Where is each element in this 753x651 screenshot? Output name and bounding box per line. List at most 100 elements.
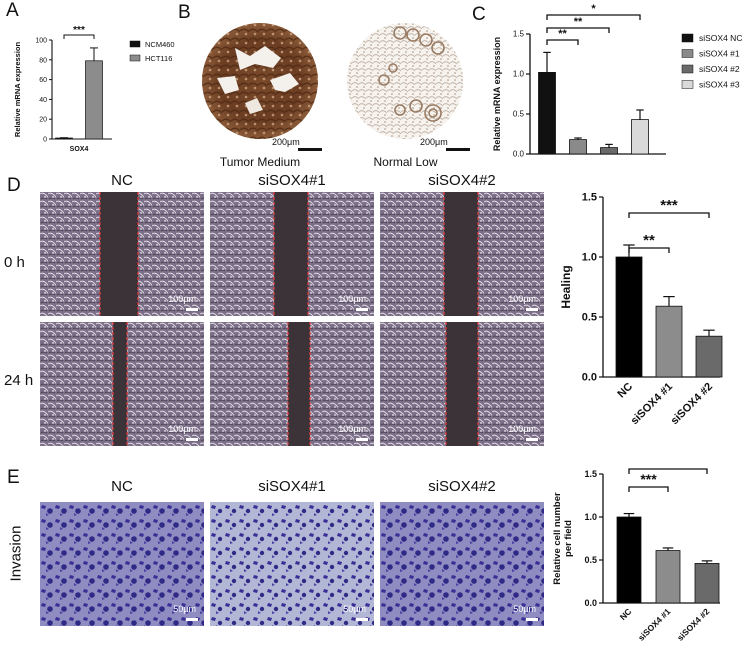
y-tick-label: 80 [39, 57, 47, 64]
scratch-24h-2-image [380, 322, 544, 446]
bar [631, 119, 649, 155]
significance-bracket [546, 14, 641, 20]
x-tick-label: siSOX4 #2 [675, 606, 712, 643]
significance-label: *** [73, 25, 85, 36]
significance-label: *** [640, 471, 657, 487]
legend-swatch [681, 64, 694, 74]
bar [694, 563, 720, 604]
bar [695, 335, 723, 378]
scratch-gap [288, 322, 310, 446]
scratch-row-24h: 24 h [4, 372, 34, 389]
legend-label: HCT116 [145, 54, 172, 63]
y-tick-label: 1.5 [582, 192, 597, 204]
chart-e: 0.0 0.5 1.0 1.5 Relative cell number per fiel… [552, 462, 720, 643]
invasion-header-sisox4-1: siSOX4#1 [258, 478, 326, 495]
bar [655, 550, 681, 604]
significance-bracket [628, 212, 710, 218]
invasion-0: 50μm [40, 502, 204, 626]
ihc-tumor-scale-label: 200μm [272, 137, 300, 147]
scale-bar [356, 308, 368, 311]
scale-label: 100μm [168, 294, 196, 304]
bar [600, 147, 618, 155]
invasion-0-image [40, 502, 204, 626]
panel-label-c: C [472, 4, 486, 25]
scratch-24h-1-image [210, 322, 374, 446]
y-tick-label: 1.5 [513, 30, 525, 39]
x-tick-label: siSOX4 #1 [636, 606, 673, 643]
ihc-normal-image [347, 23, 463, 139]
bar [616, 516, 642, 604]
x-tick-label: siSOX4 #2 [669, 381, 716, 428]
significance-bracket [628, 486, 669, 492]
y-tick-label: 1.0 [584, 512, 597, 522]
scratch-gap [113, 322, 127, 446]
scratch-gap [444, 192, 478, 316]
invasion-header-sisox4-2: siSOX4#2 [428, 478, 496, 495]
significance-label: ** [558, 28, 567, 40]
scale-label: 50μm [173, 604, 196, 614]
y-tick-label: 60 [39, 77, 47, 84]
significance-label: *** [660, 197, 678, 214]
significance-label: *** [660, 462, 677, 469]
scratch-header-sisox4-1: siSOX4#1 [258, 172, 326, 189]
ihc-tumor-image [202, 23, 318, 139]
scratch-0h-0-image [40, 192, 204, 316]
invasion-1: 50μm [210, 502, 374, 626]
y-axis-label: Relative mRNA expression [13, 42, 22, 138]
y-tick-label: 0 [43, 137, 47, 144]
legend-swatch [129, 40, 141, 48]
scratch-0h-2-image [380, 192, 544, 316]
panel-label-d: D [7, 175, 21, 196]
legend-label: siSOX4 #3 [699, 80, 740, 90]
chart-a: 0 20 40 60 80 100 Relative mRNA expression SOX4… [13, 25, 175, 153]
ihc-normal-scalebar [446, 148, 470, 151]
y-tick-label: 0.5 [513, 110, 525, 119]
y-axis-label: Relative cell number [552, 492, 563, 585]
scale-bar [526, 438, 538, 441]
scratch-gap [274, 192, 308, 316]
panel-label-e: E [7, 467, 20, 488]
scratch-row-0h: 0 h [4, 254, 25, 271]
legend-swatch [681, 49, 694, 58]
bar [615, 256, 643, 378]
scratch-24h-2: 100μm [380, 322, 544, 446]
invasion-2: 50μm [380, 502, 544, 626]
scale-label: 50μm [343, 604, 366, 614]
x-tick-label: NC [615, 381, 635, 401]
significance-label: ** [643, 232, 655, 249]
scale-label: 100μm [338, 294, 366, 304]
significance-bracket [546, 39, 579, 45]
y-tick-label: 0.0 [513, 150, 525, 159]
y-axis-label: Relative mRNA expression [492, 37, 502, 151]
scratch-24h-0-image [40, 322, 204, 446]
significance-bracket [63, 34, 95, 39]
scratch-0h-1: 100μm [210, 192, 374, 316]
ihc-tumor-caption: Tumor Medium [219, 155, 301, 169]
invasion-1-image [210, 502, 374, 626]
y-tick-label: 0.5 [582, 312, 597, 324]
bar-hct116 [85, 60, 103, 140]
scale-label: 100μm [168, 424, 196, 434]
scale-bar [356, 618, 368, 621]
y-axis-label: per field [563, 520, 574, 557]
scratch-0h-0: 100μm [40, 192, 204, 316]
scale-label: 100μm [338, 424, 366, 434]
scale-bar [186, 438, 198, 441]
scratch-gap [100, 192, 138, 316]
invasion-2-image [380, 502, 544, 626]
y-tick-label: 1.0 [582, 252, 597, 264]
significance-bracket [628, 468, 708, 474]
legend-label: siSOX4 #1 [699, 49, 740, 59]
ihc-tumor-scalebar [298, 148, 322, 151]
scratch-24h-0: 100μm [40, 322, 204, 446]
x-tick-label: NC [618, 606, 634, 622]
scale-bar [186, 308, 198, 311]
y-tick-label: 0.5 [584, 555, 597, 565]
x-tick-label: siSOX4 #1 [629, 381, 676, 428]
scratch-0h-2: 100μm [380, 192, 544, 316]
scratch-gap [446, 322, 478, 446]
y-tick-label: 20 [39, 117, 47, 124]
legend-label: siSOX4 NC [699, 33, 742, 43]
